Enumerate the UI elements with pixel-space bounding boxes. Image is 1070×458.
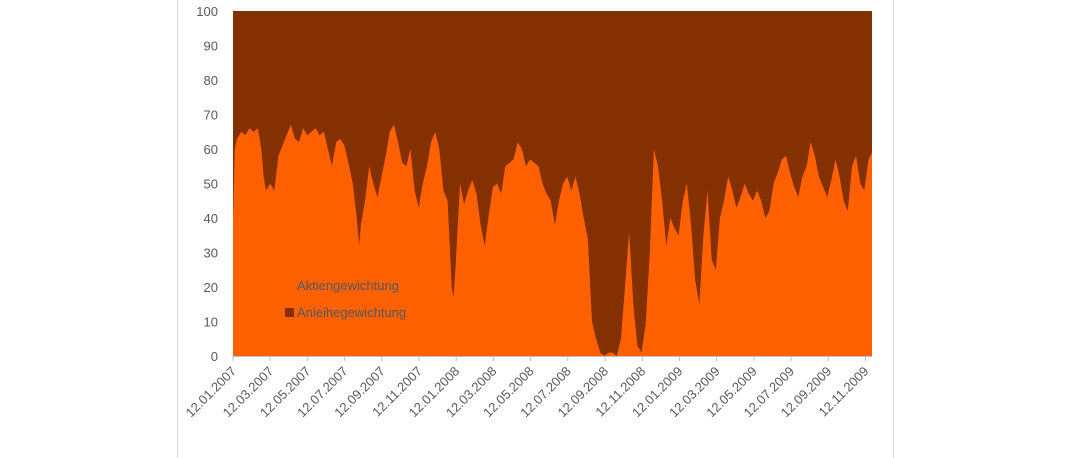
legend-label-anleihegewichtung: Anleihegewichtung [297, 305, 406, 320]
y-tick-label: 0 [211, 349, 218, 364]
y-tick-label: 30 [204, 246, 218, 261]
x-axis: 12.01.200712.03.200712.05.200712.07.2007… [182, 356, 872, 420]
y-tick-label: 80 [204, 73, 218, 88]
aktiengewichtung-area [233, 124, 872, 356]
legend-swatch-anleihegewichtung [285, 308, 294, 317]
y-axis: 0 10 20 30 40 50 60 70 80 90 100 [196, 4, 218, 364]
y-tick-label: 70 [204, 108, 218, 123]
plot-area [233, 11, 872, 356]
legend: Aktiengewichtung Anleihegewichtung [285, 278, 406, 320]
y-tick-label: 20 [204, 280, 218, 295]
y-tick-label: 90 [204, 39, 218, 54]
legend-label-aktiengewichtung: Aktiengewichtung [297, 278, 399, 293]
chart-frame [177, 0, 894, 458]
y-tick-label: 50 [204, 177, 218, 192]
y-tick-label: 100 [196, 4, 218, 19]
y-tick-label: 10 [204, 315, 218, 330]
y-tick-label: 40 [204, 211, 218, 226]
y-tick-label: 60 [204, 142, 218, 157]
